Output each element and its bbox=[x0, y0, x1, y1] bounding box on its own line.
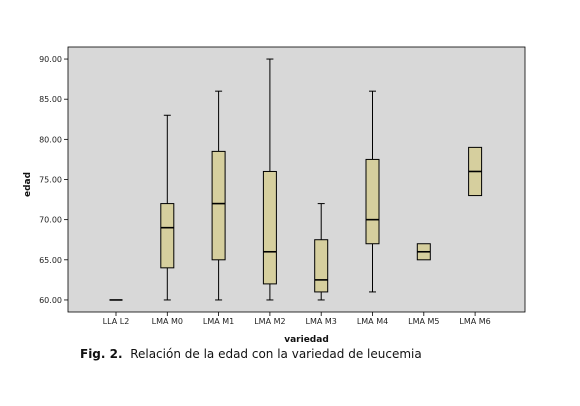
box-lma-m3 bbox=[314, 203, 329, 301]
x-tick-label: LMA M1 bbox=[203, 317, 234, 326]
iqr-box bbox=[314, 239, 329, 293]
y-tick-label: 70.00 bbox=[39, 216, 62, 225]
figure-caption-text: Relación de la edad con la variedad de l… bbox=[130, 347, 422, 361]
y-tick-label: 65.00 bbox=[39, 256, 62, 265]
y-tick-label: 90.00 bbox=[39, 55, 62, 64]
plot-area bbox=[67, 46, 526, 313]
x-tick-label: LMA M0 bbox=[152, 317, 183, 326]
x-tick-label: LMA M4 bbox=[357, 317, 388, 326]
x-tick-label: LLA L2 bbox=[103, 317, 130, 326]
y-tick-label: 75.00 bbox=[39, 176, 62, 185]
x-axis-title: variedad bbox=[284, 335, 329, 345]
iqr-box bbox=[160, 203, 175, 269]
box-lma-m1 bbox=[211, 90, 226, 301]
box-series bbox=[109, 58, 483, 301]
box-lma-m2 bbox=[262, 58, 277, 301]
iqr-box bbox=[211, 150, 226, 261]
x-tick-label: LMA M6 bbox=[459, 317, 490, 326]
y-tick-label: 85.00 bbox=[39, 95, 62, 104]
x-tick-label: LMA M5 bbox=[408, 317, 439, 326]
figure-label: Fig. 2. bbox=[80, 347, 123, 361]
boxplot-chart: 60.00 65.00 70.00 75.00 80.00 85.00 90.00 LLA L… bbox=[23, 46, 526, 345]
iqr-box bbox=[365, 158, 380, 245]
x-tick-label: LMA M2 bbox=[254, 317, 285, 326]
y-tick-label: 80.00 bbox=[39, 135, 62, 144]
iqr-box bbox=[262, 170, 277, 285]
box-lma-m0 bbox=[160, 114, 175, 301]
axes: 60.00 65.00 70.00 75.00 80.00 85.00 90.00 LLA L… bbox=[39, 55, 491, 326]
box-lma-m6 bbox=[468, 146, 483, 197]
y-axis-title: edad bbox=[23, 172, 33, 197]
x-tick-label: LMA M3 bbox=[306, 317, 337, 326]
box-lma-m5 bbox=[416, 243, 431, 261]
box-lma-m4 bbox=[365, 90, 380, 293]
y-tick-label: 60.00 bbox=[39, 296, 62, 305]
figure-caption: Fig. 2. Relación de la edad con la varie… bbox=[80, 347, 422, 361]
